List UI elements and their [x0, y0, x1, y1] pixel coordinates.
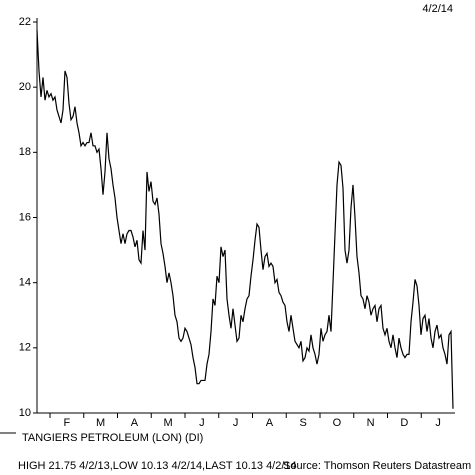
x-tick-label: S: [299, 417, 306, 429]
y-tick-label: 10: [19, 407, 31, 419]
x-tick-label: J: [199, 417, 205, 429]
y-tick-label: 22: [19, 16, 31, 28]
price-line: [36, 30, 454, 409]
x-tick-label: A: [131, 417, 139, 429]
y-tick-label: 16: [19, 211, 31, 223]
x-tick-label: N: [367, 417, 375, 429]
y-tick-label: 14: [19, 277, 31, 289]
x-tick-label: O: [333, 417, 342, 429]
y-tick-label: 12: [19, 342, 31, 354]
legend-label: TANGIERS PETROLEUM (LON) (DI): [22, 432, 203, 444]
y-tick-label: 18: [19, 146, 31, 158]
x-tick-label: M: [96, 417, 105, 429]
summary: HIGH 21.75 4/2/13,LOW 10.13 4/2/14,LAST …: [18, 460, 297, 472]
x-tick-label: D: [400, 417, 408, 429]
x-tick-label: M: [164, 417, 173, 429]
x-tick-label: A: [266, 417, 274, 429]
y-tick-label: 20: [19, 81, 31, 93]
x-tick-label: J: [435, 417, 441, 429]
x-tick-label: J: [233, 417, 239, 429]
source: Source: Thomson Reuters Datastream: [283, 460, 471, 472]
x-tick-label: F: [64, 417, 71, 429]
chart-date: 4/2/14: [422, 3, 453, 15]
